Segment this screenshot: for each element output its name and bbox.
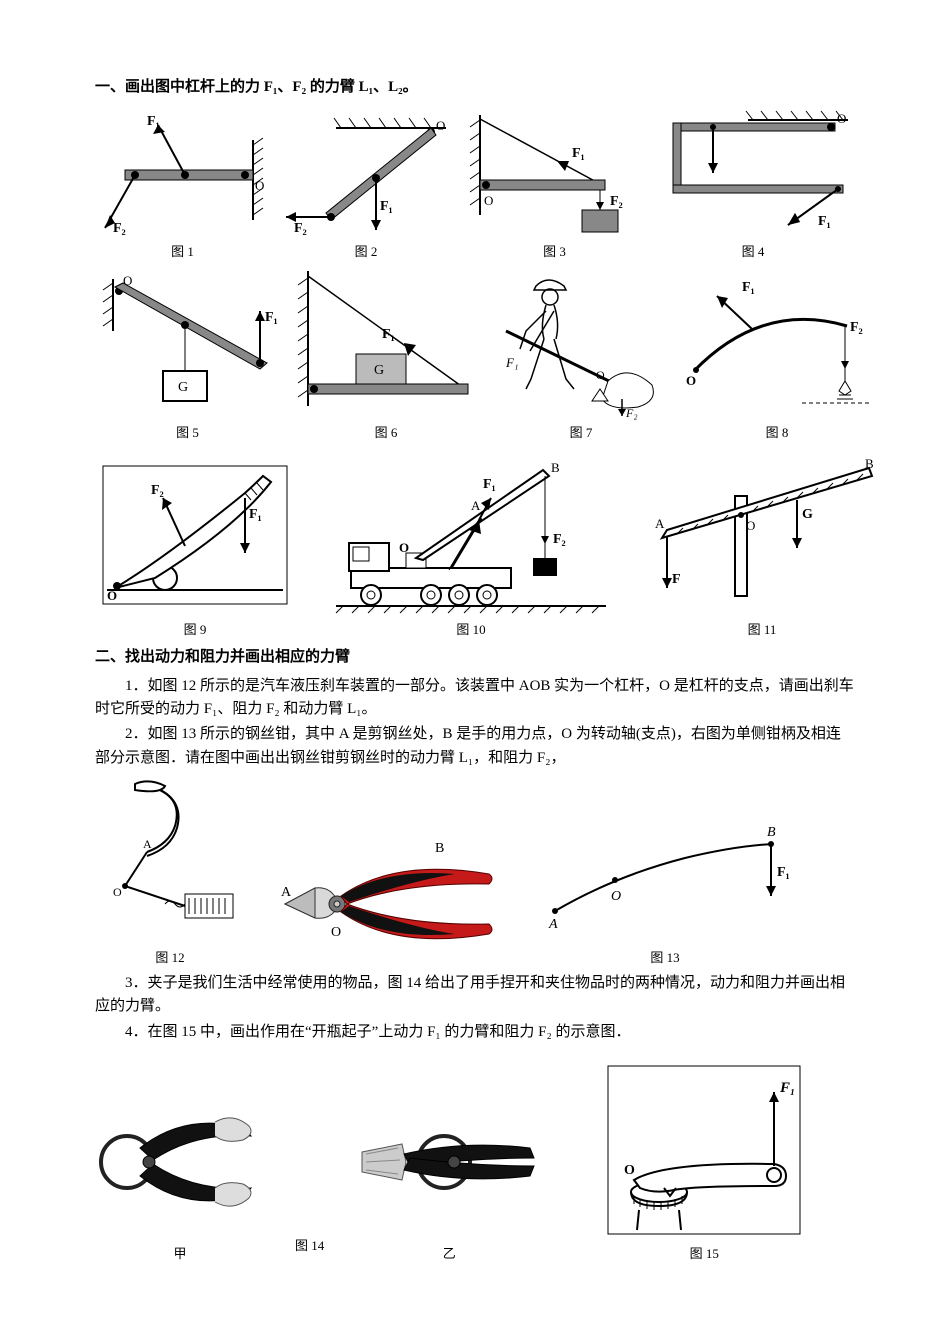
q1-text: 1．如图 12 所示的是汽车液压刹车装置的一部分。该装置中 AOB 实为一个杠杆… [95,675,855,722]
fig13-photo: A O B [275,838,505,968]
fig1-O: O [255,178,264,193]
fig14-center: 图 14 [295,1234,324,1264]
fig11-G: G [802,507,813,522]
fig7-F1: F₁ [505,355,518,370]
fig1-F2: F₂ [113,221,126,236]
fig8-O: O [686,373,696,388]
fig4: O F₂ F₁ [653,105,853,262]
fig9-label: 图 9 [184,620,207,640]
fig9-F1: F₁ [249,507,262,522]
fig13-A: A [281,885,292,900]
fig4-O: O [837,111,846,126]
fig14-right: 乙 [354,1082,544,1264]
fig3-F1: F₁ [572,146,585,161]
fig5-G: G [178,380,188,395]
fig8-F1: F₁ [742,280,755,295]
q2-text: 2．如图 13 所示的钢丝钳，其中 A 是剪钢丝处，B 是手的用力点，O 为转动… [95,723,855,770]
fig9-O: O [107,588,117,603]
fig1-F1: F₁ [147,114,160,129]
fig5-F1: F₁ [265,310,278,325]
fig4-label: 图 4 [742,242,765,262]
fig11-A: A [655,516,665,531]
fig11-label: 图 11 [748,620,777,640]
fig8: O F₁ F₂ 图 8 [682,271,872,443]
fig13-O: O [331,925,341,940]
fig6-label: 图 6 [375,423,398,443]
fig10-F1: F₁ [483,477,496,492]
fig6-F1: F₁ [382,327,395,342]
fig15-label: 图 15 [690,1244,719,1264]
fig8-F2: F₂ [850,320,863,335]
fig15: O F₁ 图 15 [604,1062,804,1264]
fig9-F2: F₂ [151,483,164,498]
q4-text: 4．在图 15 中，画出作用在“开瓶起子”上动力 F₁ 的力臂和阻力 F₂ 的示… [95,1021,855,1044]
row-figs-14-15: 甲 图 14 乙 [95,1062,855,1264]
svg-text:O: O [113,885,122,899]
fig2: O F₁ F₂ 图 2 [276,110,456,262]
fig2-F1: F₁ [380,199,393,214]
fig13-schematic: A O B F₁ 图 13 [535,816,795,968]
fig2-F2: F₂ [294,221,307,236]
fig14-left-label: 甲 [173,1244,186,1264]
fig3-label: 图 3 [543,242,566,262]
fig7-F2: F₂ [625,406,638,420]
fig1: O F₁ F₂ 图 1 [95,110,270,262]
fig3-O: O [484,193,493,208]
fig10-label: 图 10 [456,620,485,640]
fig1-label: 图 1 [171,242,194,262]
fig3: O F₁ F₂ 图 3 [462,105,647,262]
fig11-O: O [746,518,755,533]
fig15-F1: F₁ [779,1080,795,1096]
row-figs-5-8: O F₁ G 图 5 [95,266,855,443]
row-figs-1-4: O F₁ F₂ 图 1 [95,105,855,262]
svg-text:A: A [143,837,152,851]
fig4-F1: F₁ [818,214,831,229]
fig14-label: 图 14 [295,1236,324,1256]
fig7-label: 图 7 [570,423,593,443]
fig5: O F₁ G 图 5 [95,271,280,443]
fig8-label: 图 8 [766,423,789,443]
fig10-F2: F₂ [553,532,566,547]
fig13-label: 图 13 [650,948,679,968]
fig7: O F₁ F₂ 图 7 [496,271,666,443]
fig13s-B: B [767,825,776,840]
fig3-F2: F₂ [610,194,623,209]
fig6-G: G [374,363,384,378]
fig11-B: B [865,458,874,471]
fig2-O: O [436,118,445,133]
fig13s-A: A [548,917,558,932]
fig14-left: 甲 [95,1082,265,1264]
fig7-O: O [596,368,605,382]
section2-heading: 二、找出动力和阻力并画出相应的力臂 [95,646,855,669]
q3-text: 3．夹子是我们生活中经常使用的物品，图 14 给出了用手捏开和夹住物品时的两种情… [95,972,855,1019]
fig10: O B A F₁ F₂ 图 10 [331,448,611,640]
fig10-O: O [399,540,409,555]
section1-heading: 一、画出图中杠杆上的力 F₁、F₂ 的力臂 L₁、L₂。 [95,76,855,99]
fig12: O B A 图 12 [95,776,245,968]
fig10-B: B [551,460,560,475]
fig13s-F1: F₁ [777,865,790,880]
fig13-B: B [435,841,444,856]
fig13s-O: O [611,889,621,904]
fig14-right-label: 乙 [443,1244,456,1264]
fig12-label: 图 12 [155,948,184,968]
fig15-O: O [624,1163,635,1178]
fig11: O A B G F 图 11 [647,458,877,640]
row-figs-9-11: O F₂ F₁ 图 9 [95,448,855,640]
fig9: O F₂ F₁ 图 9 [95,458,295,640]
fig2-label: 图 2 [355,242,378,262]
fig11-F: F [672,572,681,587]
row-figs-12-13: O B A 图 12 [95,776,855,968]
fig10-A: A [471,498,481,513]
fig6: G F₁ 图 6 [286,266,486,443]
fig5-label: 图 5 [176,423,199,443]
